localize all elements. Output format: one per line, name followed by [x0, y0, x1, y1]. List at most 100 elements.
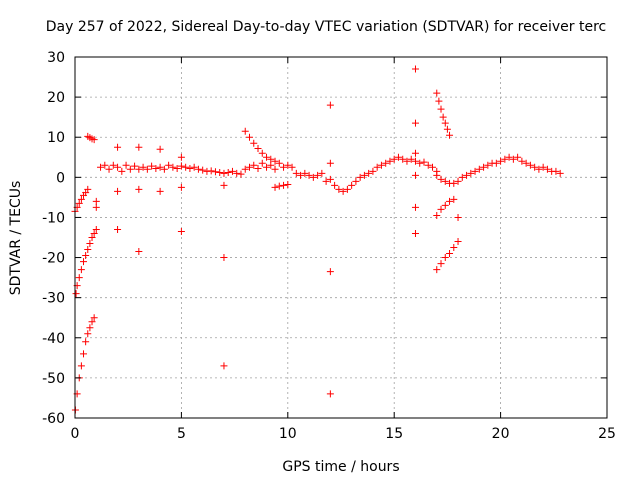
data-point — [441, 177, 449, 185]
data-point — [156, 163, 164, 171]
data-point — [177, 153, 185, 161]
data-point — [463, 171, 471, 179]
data-point — [369, 167, 377, 175]
data-point — [245, 163, 253, 171]
data-point — [331, 181, 339, 189]
data-point — [411, 157, 419, 165]
data-point — [441, 119, 449, 127]
data-point — [135, 165, 143, 173]
data-point — [263, 163, 271, 171]
data-point — [88, 318, 96, 326]
data-point — [275, 182, 283, 190]
data-point — [450, 179, 458, 187]
data-point — [77, 362, 85, 370]
y-tick-label: -20 — [42, 251, 65, 267]
data-point — [84, 330, 92, 338]
data-point — [399, 155, 407, 163]
data-point — [326, 175, 334, 183]
data-point — [280, 181, 288, 189]
data-point — [90, 136, 98, 144]
data-point — [165, 161, 173, 169]
axis-ticks: 0 5 10 15 20 25 -60 -50 -40 -30 -20 -10 0 10 20 30 — [42, 50, 616, 442]
series-band-2 — [241, 153, 441, 195]
data-point — [114, 143, 122, 151]
data-point — [139, 163, 147, 171]
data-point — [97, 163, 105, 171]
data-point — [326, 390, 334, 398]
x-axis-label: GPS time / hours — [282, 459, 399, 475]
data-point — [326, 159, 334, 167]
data-point — [433, 211, 441, 219]
data-point — [284, 181, 292, 189]
data-point — [228, 167, 236, 175]
data-point — [148, 162, 156, 170]
data-point — [224, 169, 232, 177]
data-point — [420, 158, 428, 166]
data-point — [467, 169, 475, 177]
y-tick-label: -30 — [42, 291, 65, 307]
data-point — [114, 163, 122, 171]
data-point — [271, 183, 279, 191]
data-point — [122, 161, 130, 169]
data-point — [177, 183, 185, 191]
y-tick-label: 0 — [56, 170, 65, 186]
data-point — [437, 260, 445, 268]
data-point — [514, 153, 522, 161]
data-point — [411, 171, 419, 179]
data-point — [267, 155, 275, 163]
y-tick-label: -40 — [42, 331, 65, 347]
data-point — [245, 133, 253, 141]
data-point — [509, 155, 517, 163]
data-point — [424, 161, 432, 169]
data-point — [556, 169, 564, 177]
data-point — [382, 159, 390, 167]
data-point — [390, 155, 398, 163]
data-point — [446, 197, 454, 205]
data-point — [407, 155, 415, 163]
data-point — [543, 165, 551, 173]
data-point — [275, 159, 283, 167]
data-points — [71, 65, 564, 414]
data-point — [433, 89, 441, 97]
data-point — [450, 195, 458, 203]
data-point — [182, 163, 190, 171]
data-point — [454, 238, 462, 246]
data-point — [77, 195, 85, 203]
series-arc-d — [84, 132, 98, 144]
data-point — [352, 177, 360, 185]
data-point — [373, 163, 381, 171]
data-point — [241, 165, 249, 173]
series-arc-c — [71, 185, 92, 215]
data-point — [443, 125, 451, 133]
data-point — [435, 97, 443, 105]
data-point — [109, 161, 117, 169]
data-point — [441, 201, 449, 209]
data-point — [411, 203, 419, 211]
data-point — [386, 157, 394, 165]
grid — [75, 57, 607, 418]
data-point — [505, 153, 513, 161]
data-point — [75, 199, 83, 207]
data-point — [250, 161, 258, 169]
series-arc-a — [71, 314, 98, 414]
data-point — [86, 240, 94, 248]
data-point — [501, 155, 509, 163]
data-point — [169, 163, 177, 171]
data-point — [271, 165, 279, 173]
data-point — [156, 145, 164, 153]
data-point — [301, 169, 309, 177]
data-point — [348, 181, 356, 189]
series-isolated — [92, 65, 462, 398]
data-point — [82, 338, 90, 346]
data-point — [114, 225, 122, 233]
data-point — [475, 165, 483, 173]
data-point — [394, 153, 402, 161]
data-point — [80, 350, 88, 358]
data-point — [416, 159, 424, 167]
data-point — [135, 143, 143, 151]
data-point — [80, 258, 88, 266]
data-point — [497, 157, 505, 165]
data-point — [258, 159, 266, 167]
data-point — [318, 169, 326, 177]
data-point — [211, 168, 219, 176]
